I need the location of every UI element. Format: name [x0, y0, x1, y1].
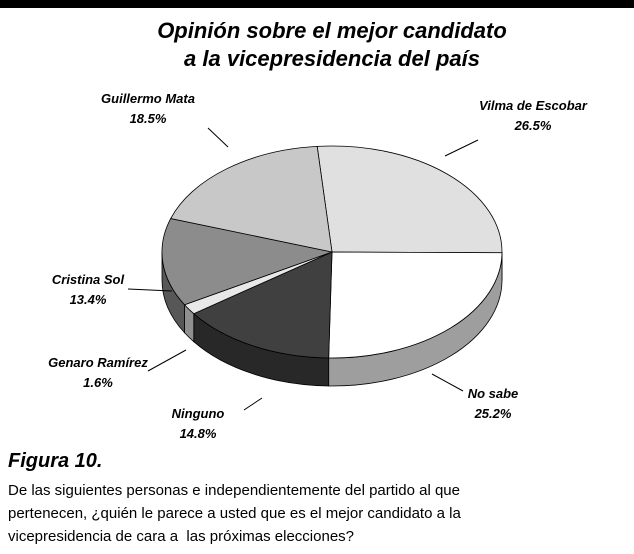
slice-label: Ninguno — [172, 406, 225, 421]
top-bar — [0, 0, 634, 8]
slice-label: Guillermo Mata — [101, 91, 195, 106]
value-label: 13.4% — [70, 292, 107, 307]
value-label: 14.8% — [180, 426, 217, 441]
caption-line: vicepresidencia de cara a las próximas e… — [8, 528, 355, 545]
slice-label: Cristina Sol — [52, 272, 125, 287]
leader-line — [127, 288, 173, 292]
figure-label: Figura 10. — [8, 450, 103, 472]
leader-line — [243, 397, 263, 411]
slice-label: Vilma de Escobar — [479, 98, 588, 113]
value-label: 26.5% — [514, 118, 552, 133]
caption-line: pertenecen, ¿quién le parece a usted que… — [8, 505, 461, 522]
chart: Opinión sobre el mejor candidato a la vi… — [0, 0, 634, 441]
chart-title: a la vicepresidencia del país — [184, 46, 480, 71]
slice — [328, 251, 503, 359]
caption-line: De las siguientes personas e independien… — [8, 482, 460, 499]
leader-line — [431, 373, 464, 392]
slice — [170, 145, 333, 253]
leader-line — [444, 139, 479, 157]
slice — [316, 145, 503, 254]
leader-line — [147, 349, 187, 372]
value-label: 25.2% — [474, 406, 512, 421]
leader-line — [207, 127, 229, 148]
slice-label: No sabe — [468, 386, 519, 401]
slice — [193, 251, 333, 359]
value-label: 18.5% — [130, 111, 167, 126]
slice-label: Genaro Ramírez — [48, 355, 148, 370]
slice — [161, 218, 334, 306]
value-label: 1.6% — [83, 375, 113, 390]
chart-title: Opinión sobre el mejor candidato — [157, 18, 507, 43]
